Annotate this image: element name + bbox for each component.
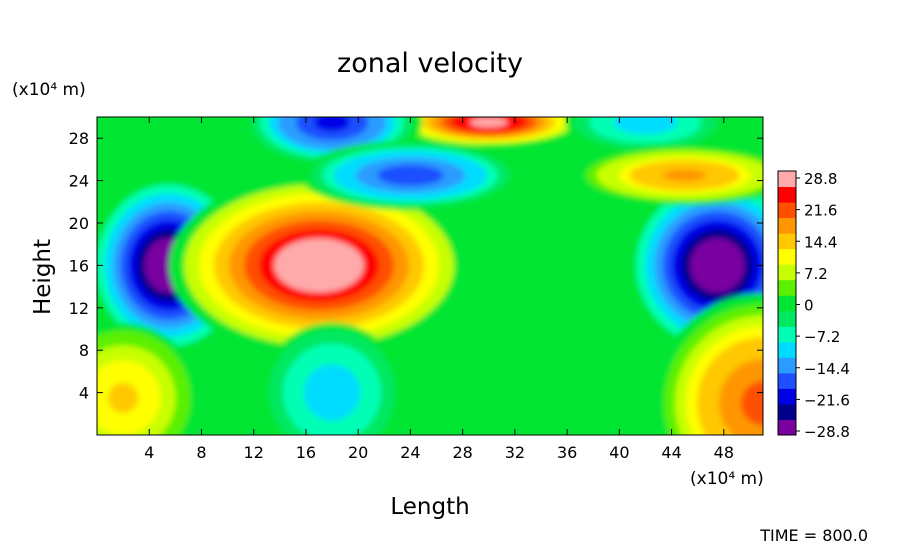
plot-frame [96,116,764,436]
colorbar-segment [778,279,796,296]
x-tick-label: 24 [400,443,420,462]
colorbar: 28.8 21.6 14.4 7.2 0 −7.2 −14.4 −21.6 −28.8 [777,170,850,441]
x-tick-label: 12 [244,443,264,462]
colorbar-segment [778,357,796,374]
colorbar-segment [778,419,796,436]
x-tick-label: 44 [661,443,681,462]
x-tick-label: 4 [144,443,154,462]
colorbar-tick-label: 28.8 [804,170,837,188]
y-tick-label: 28 [69,129,89,148]
colorbar-segment [778,372,796,389]
contour-band [330,120,335,125]
x-tick-label: 36 [557,443,577,462]
colorbar-tick-label: −14.4 [804,360,850,378]
contour-band [408,173,413,178]
colorbar-tick-label: 14.4 [804,233,837,251]
y-axis-unit: (x10⁴ m) [12,80,86,100]
colorbar-tick-label: 21.6 [804,202,837,220]
time-stamp: TIME = 800.0 [759,526,868,544]
colorbar-segment [778,264,796,281]
y-tick-label: 4 [79,384,89,403]
colorbar-tick-label: −21.6 [804,391,850,409]
y-tick-label: 8 [79,341,89,360]
x-tick-label: 32 [505,443,525,462]
y-tick-label: 12 [69,299,89,318]
chart-title: zonal velocity [337,48,523,79]
x-axis: 4 8 12 16 20 24 28 32 36 40 44 48 [144,117,734,462]
x-tick-label: 40 [609,443,629,462]
colorbar-segment [778,248,796,265]
colorbar-segment [778,310,796,327]
contour-band [752,392,763,415]
y-tick-label: 24 [69,172,89,191]
colorbar-segment [778,202,796,219]
x-tick-label: 16 [296,443,316,462]
colorbar-frame [777,170,797,436]
contour-band [317,263,321,268]
colorbar-tick-label: 7.2 [804,265,828,283]
x-tick-label: 20 [348,443,368,462]
contour-band [121,395,126,400]
colorbar-segment [778,217,796,234]
colorbar-tick-label: −7.2 [804,328,840,346]
colorbar-segment [778,171,796,188]
colorbar-segment [778,233,796,250]
contour-band [330,390,335,395]
x-tick-label: 48 [714,443,734,462]
colorbar-segment [778,341,796,358]
x-axis-unit: (x10⁴ m) [690,469,764,489]
heatmap-field [97,117,763,435]
y-axis-label: Height [30,239,56,315]
contour-band [682,173,687,178]
colorbar-segment [778,295,796,312]
contour-band [486,120,491,125]
y-axis: 4 8 12 16 20 24 28 [69,129,763,403]
y-tick-label: 20 [69,214,89,233]
x-tick-label: 8 [196,443,206,462]
colorbar-segment [778,326,796,343]
colorbar-segment [778,186,796,203]
colorbar-segment [778,403,796,420]
colorbar-segment [778,388,796,405]
colorbar-tick-label: 0 [804,297,814,315]
contour-band [643,120,648,125]
contour-band [715,263,720,268]
x-tick-label: 28 [452,443,472,462]
contour-layer [97,117,763,435]
x-axis-label: Length [390,494,469,520]
colorbar-tick-label: −28.8 [804,423,850,441]
y-tick-label: 16 [69,256,89,275]
